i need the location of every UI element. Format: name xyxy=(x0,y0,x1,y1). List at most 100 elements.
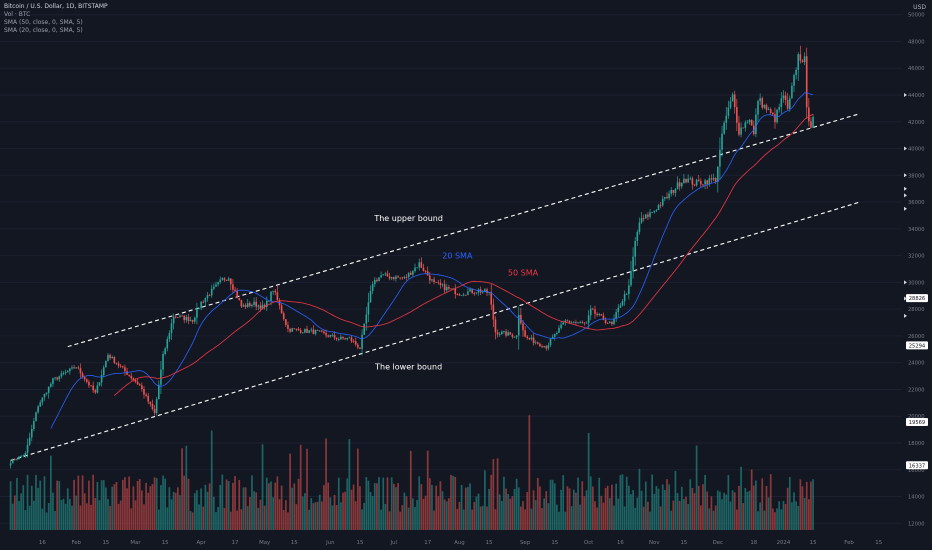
candle-body xyxy=(772,112,774,115)
price-badge xyxy=(906,417,928,426)
time-axis[interactable]: 16 Feb 15 Mar 15 Apr 17 May 15 Jun 15 Jul 17 Aug 15 Sep… xyxy=(39,540,882,546)
volume-bar xyxy=(119,500,122,530)
currency-label[interactable]: USD xyxy=(913,4,926,11)
candle-body xyxy=(47,386,50,393)
candle-body xyxy=(471,289,473,294)
candle-body xyxy=(376,279,378,282)
candlesticks xyxy=(9,45,814,469)
volume-bar xyxy=(33,500,35,530)
volume-bar xyxy=(157,509,160,530)
candle-body xyxy=(759,98,761,102)
candle-body xyxy=(395,276,397,280)
price-badge xyxy=(906,461,928,470)
candle-body xyxy=(217,282,219,285)
volume-bar xyxy=(488,488,490,530)
volume-bar xyxy=(613,505,615,530)
x-tick-label: Jun xyxy=(325,540,334,546)
sma50-line xyxy=(114,113,814,396)
candle-body xyxy=(403,276,406,279)
candle-body xyxy=(213,286,215,289)
volume-bar xyxy=(329,497,332,530)
candle-body xyxy=(672,190,675,193)
candle-body xyxy=(45,392,48,394)
sma20-legend[interactable]: SMA (20, close, 0, SMA, 5) xyxy=(4,27,83,34)
candle-body xyxy=(60,373,63,377)
price-axis[interactable]: 12000 14000 16000 18000 20000 22000 24000 26000… xyxy=(904,13,928,528)
volume-bar xyxy=(803,498,806,530)
candle-body xyxy=(507,332,509,336)
candle-body xyxy=(782,95,785,99)
volume-bar xyxy=(581,481,584,530)
candle-body xyxy=(263,304,266,308)
volume-bar xyxy=(507,493,510,530)
candle-body xyxy=(791,85,793,99)
candle-body xyxy=(647,214,649,217)
candle-body xyxy=(147,395,150,402)
candle-body xyxy=(373,279,376,285)
candle-body xyxy=(380,275,382,278)
volume-bar xyxy=(735,509,738,530)
volume-bar xyxy=(763,510,766,530)
volume-bar xyxy=(52,492,54,530)
volume-bar xyxy=(189,511,192,530)
x-tick-label: 16 xyxy=(39,540,46,546)
y-tick-label: 30000 xyxy=(908,280,925,286)
volume-bar xyxy=(784,503,787,530)
candle-body xyxy=(412,271,414,275)
candle-body xyxy=(515,335,518,337)
candle-body xyxy=(581,321,584,323)
candle-body xyxy=(181,315,183,317)
volume-bar xyxy=(534,500,537,530)
volume-bar xyxy=(168,487,171,530)
candle-body xyxy=(558,327,560,333)
candle-body xyxy=(132,378,135,381)
volume-bar xyxy=(536,478,539,530)
volume-bar xyxy=(213,496,215,530)
candle-body xyxy=(244,305,247,307)
candle-body xyxy=(253,301,255,305)
candle-body xyxy=(312,329,315,334)
candle-body xyxy=(716,166,719,182)
sma50-legend[interactable]: SMA (50, close, 0, SMA, 5) xyxy=(4,19,83,26)
candle-body xyxy=(369,291,372,303)
volume-bar xyxy=(623,506,626,530)
candle-body xyxy=(223,278,226,281)
candle-body xyxy=(469,289,471,292)
volume-bar xyxy=(640,490,643,530)
candle-body xyxy=(526,336,529,338)
volume-bar xyxy=(196,490,198,530)
axis-marker-icon xyxy=(904,296,907,301)
volume-legend[interactable]: Vol · BTC xyxy=(4,11,31,18)
volume-bar xyxy=(556,504,558,530)
volume-bar xyxy=(740,466,742,530)
volume-bar xyxy=(253,491,255,530)
candle-body xyxy=(465,294,467,296)
candle-body xyxy=(723,122,725,134)
symbol-title[interactable]: Bitcoin / U.S. Dollar, 1D, BITSTAMP xyxy=(4,3,108,10)
volume-bar xyxy=(268,483,270,530)
volume-bar xyxy=(13,495,16,530)
candle-body xyxy=(443,284,446,291)
axis-marker-icon xyxy=(904,146,907,151)
candle-body xyxy=(337,339,340,340)
volume-bar xyxy=(308,509,310,530)
candle-body xyxy=(52,378,54,384)
volume-bar xyxy=(712,510,715,530)
candle-body xyxy=(160,369,162,385)
volume-bar xyxy=(473,502,476,530)
candle-body xyxy=(39,402,42,407)
volume-bar xyxy=(117,503,120,530)
volume-bar xyxy=(361,509,363,530)
candle-body xyxy=(371,284,374,292)
volume-bar xyxy=(418,476,421,530)
volume-bar xyxy=(107,499,109,530)
candle-body xyxy=(780,98,783,108)
volume-bar xyxy=(587,432,590,530)
candle-body xyxy=(467,291,469,295)
candle-body xyxy=(259,305,262,309)
candle-body xyxy=(14,459,16,461)
volume-bar xyxy=(733,492,736,530)
volume-bar xyxy=(469,483,471,530)
volume-bar xyxy=(515,478,518,530)
